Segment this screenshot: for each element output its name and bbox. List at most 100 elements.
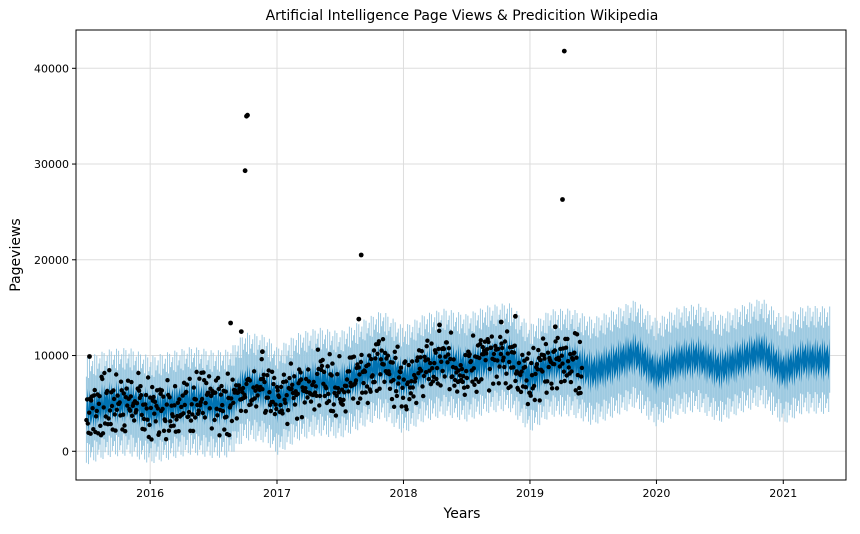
actual-point bbox=[346, 369, 352, 374]
actual-point bbox=[202, 415, 208, 420]
actual-point bbox=[480, 344, 485, 350]
actual-point bbox=[524, 378, 529, 383]
actual-point bbox=[217, 433, 222, 438]
actual-point bbox=[439, 359, 444, 364]
actual-point bbox=[503, 381, 508, 386]
actual-point bbox=[335, 386, 341, 391]
actual-point bbox=[227, 432, 232, 438]
actual-point bbox=[220, 408, 226, 414]
x-tick-label: 2018 bbox=[389, 487, 417, 500]
actual-point bbox=[546, 364, 551, 370]
actual-point bbox=[394, 393, 400, 399]
actual-point bbox=[251, 369, 257, 374]
actual-point bbox=[518, 389, 524, 395]
x-tick-label: 2019 bbox=[516, 487, 544, 500]
actual-point bbox=[179, 404, 184, 410]
actual-point bbox=[215, 413, 220, 418]
actual-point bbox=[193, 397, 199, 402]
actual-point bbox=[464, 368, 469, 374]
actual-point bbox=[172, 384, 178, 389]
actual-point bbox=[174, 417, 179, 422]
actual-point bbox=[222, 427, 227, 432]
actual-point bbox=[268, 408, 273, 414]
actual-point bbox=[482, 339, 488, 344]
actual-point bbox=[139, 412, 144, 418]
actual-point bbox=[428, 360, 433, 366]
actual-point bbox=[340, 402, 345, 407]
y-tick-label: 20000 bbox=[34, 254, 69, 267]
actual-point bbox=[170, 414, 176, 419]
actual-point bbox=[204, 380, 209, 386]
actual-point bbox=[248, 402, 253, 407]
actual-point bbox=[171, 423, 176, 428]
actual-point bbox=[161, 428, 167, 433]
actual-point bbox=[563, 345, 569, 350]
actual-point bbox=[577, 385, 582, 391]
actual-point bbox=[424, 344, 429, 349]
actual-point bbox=[498, 351, 504, 357]
actual-point bbox=[291, 395, 296, 401]
actual-point bbox=[313, 384, 318, 389]
actual-point bbox=[152, 411, 157, 416]
actual-point bbox=[109, 403, 115, 409]
actual-point bbox=[165, 378, 170, 383]
actual-point bbox=[429, 341, 434, 346]
actual-point bbox=[274, 406, 279, 412]
actual-point bbox=[370, 373, 375, 378]
actual-point bbox=[446, 352, 451, 357]
actual-point bbox=[555, 335, 560, 341]
actual-point bbox=[544, 390, 549, 395]
actual-point bbox=[220, 402, 225, 408]
actual-point bbox=[87, 410, 92, 415]
actual-point bbox=[344, 377, 350, 382]
actual-point bbox=[444, 340, 449, 345]
actual-point bbox=[271, 381, 276, 387]
actual-point bbox=[477, 341, 483, 347]
actual-point bbox=[549, 386, 555, 391]
actual-point bbox=[237, 386, 242, 392]
actual-point bbox=[285, 408, 291, 413]
actual-point bbox=[244, 381, 249, 387]
actual-point bbox=[399, 404, 404, 409]
actual-point bbox=[230, 377, 235, 382]
actual-point bbox=[216, 386, 221, 392]
actual-point bbox=[236, 390, 241, 395]
actual-point bbox=[420, 384, 425, 389]
actual-point bbox=[418, 368, 424, 373]
actual-point bbox=[114, 407, 120, 412]
actual-point bbox=[143, 392, 149, 398]
actual-point bbox=[252, 396, 257, 401]
actual-point bbox=[302, 400, 307, 405]
actual-point bbox=[464, 375, 470, 381]
actual-point bbox=[406, 362, 411, 368]
actual-point bbox=[561, 369, 567, 374]
actual-point-outlier bbox=[552, 324, 558, 330]
actual-point bbox=[379, 348, 384, 353]
actual-point bbox=[403, 359, 408, 364]
actual-point bbox=[351, 354, 357, 359]
x-axis-ticks: 2016 2017 2018 2019 2020 2021 bbox=[136, 480, 797, 500]
actual-point bbox=[168, 419, 173, 424]
actual-point bbox=[147, 422, 152, 428]
actual-point bbox=[367, 353, 372, 358]
actual-point bbox=[203, 400, 208, 406]
actual-point bbox=[335, 372, 340, 377]
actual-point bbox=[306, 367, 311, 372]
actual-point bbox=[387, 386, 393, 391]
actual-point bbox=[308, 399, 314, 404]
actual-point bbox=[459, 366, 465, 372]
actual-point bbox=[534, 362, 540, 367]
actual-point bbox=[327, 352, 332, 357]
actual-point bbox=[175, 400, 181, 405]
actual-point bbox=[330, 361, 335, 366]
actual-point bbox=[138, 384, 143, 389]
actual-point bbox=[395, 344, 400, 349]
actual-point bbox=[317, 403, 322, 408]
actual-points-layer bbox=[84, 48, 585, 442]
actual-point bbox=[419, 349, 424, 354]
actual-point bbox=[513, 378, 518, 384]
actual-point bbox=[540, 336, 546, 341]
actual-point bbox=[434, 365, 440, 371]
actual-point bbox=[405, 380, 411, 385]
actual-point bbox=[270, 399, 275, 405]
